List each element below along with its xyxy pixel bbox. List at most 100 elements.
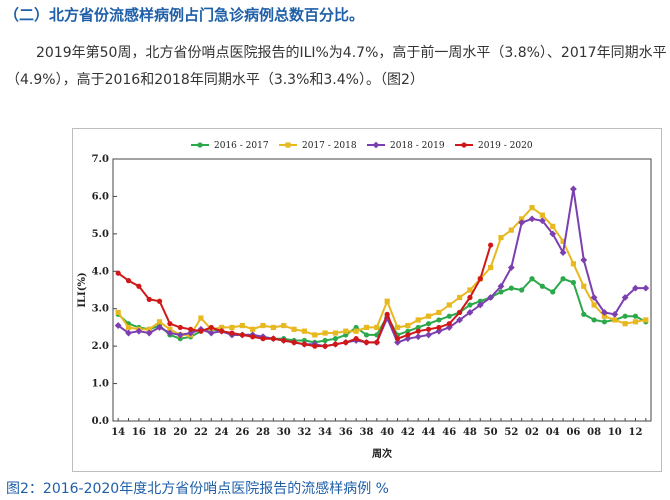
- data-point: [405, 322, 411, 329]
- data-point: [260, 336, 266, 342]
- data-point: [570, 279, 577, 286]
- data-point: [456, 316, 463, 324]
- data-point: [405, 332, 411, 338]
- data-point: [467, 302, 473, 308]
- x-tick-label: 14: [111, 427, 125, 438]
- data-point: [601, 313, 608, 319]
- data-point: [187, 326, 194, 332]
- data-point: [353, 328, 359, 334]
- data-point: [560, 276, 566, 282]
- data-point: [518, 219, 526, 227]
- data-point: [446, 321, 452, 327]
- data-point: [239, 332, 245, 338]
- data-point: [136, 283, 142, 289]
- data-point: [591, 317, 597, 323]
- data-point: [332, 341, 339, 347]
- x-tick-label: 08: [587, 427, 601, 438]
- data-point: [497, 282, 505, 290]
- x-tick-label: 46: [442, 427, 456, 438]
- y-tick-label: 7.0: [92, 154, 109, 165]
- summary-text: 2019年第50周，北方省份哨点医院报告的ILI%为4.7%，高于前一周水平（3…: [6, 45, 667, 88]
- data-point: [632, 284, 639, 292]
- data-point: [559, 249, 567, 256]
- series-line: [117, 277, 647, 344]
- x-tick-label: 38: [360, 427, 374, 438]
- data-point: [425, 331, 432, 339]
- data-point: [467, 287, 473, 293]
- data-point: [156, 298, 163, 304]
- data-point: [285, 142, 291, 148]
- data-point: [622, 321, 628, 327]
- data-point: [177, 324, 183, 331]
- x-tick-label: 26: [235, 427, 249, 438]
- data-point: [415, 324, 421, 331]
- data-point: [519, 287, 525, 293]
- y-tick-label: 0.0: [92, 416, 109, 427]
- legend-label: 2017 - 2018: [302, 141, 357, 151]
- x-tick-label: 06: [566, 427, 580, 438]
- data-point: [208, 324, 214, 331]
- y-axis-ticks: 0.0 1.0 2.0 3.0 4.0 5.0 6.0 7.0: [92, 154, 117, 427]
- data-point: [581, 311, 587, 317]
- legend-label: 2016 - 2017: [214, 141, 269, 151]
- x-tick-label: 32: [297, 427, 311, 438]
- x-tick-label: 36: [339, 427, 353, 438]
- chart-axes: [112, 158, 652, 422]
- data-point: [374, 339, 380, 345]
- data-point: [229, 330, 235, 336]
- data-point: [507, 264, 515, 271]
- data-point: [145, 329, 153, 337]
- data-point: [187, 329, 194, 337]
- legend-label: 2018 - 2019: [390, 141, 445, 151]
- data-point: [135, 327, 143, 335]
- series-2019-2020: [115, 242, 494, 349]
- data-point: [446, 313, 452, 319]
- x-tick-label: 34: [318, 427, 332, 438]
- data-point: [198, 328, 204, 334]
- x-tick-label: 28: [256, 427, 270, 438]
- series-2016-2017: [115, 276, 649, 345]
- data-point: [601, 319, 608, 325]
- data-point: [322, 337, 328, 344]
- data-point: [477, 276, 483, 282]
- data-point: [372, 141, 380, 149]
- data-point: [291, 339, 297, 345]
- x-tick-label: 20: [173, 427, 187, 438]
- data-point: [301, 337, 308, 344]
- x-tick-label: 40: [380, 427, 394, 438]
- data-point: [560, 238, 566, 244]
- data-point: [632, 313, 639, 319]
- data-point: [301, 328, 308, 334]
- x-tick-label: 52: [504, 427, 518, 438]
- data-point: [528, 215, 536, 223]
- x-tick-label: 48: [463, 427, 477, 438]
- data-point: [146, 296, 152, 302]
- ili-chart: 2016 - 2017 2017 - 2018 2018 - 2019 2019 - …: [72, 128, 662, 472]
- data-point: [570, 185, 577, 193]
- data-point: [343, 339, 349, 345]
- data-point: [415, 328, 421, 334]
- x-axis-ticks: 14 16 18 20 22 24 26 28 30 32 34 36 38 40 42 44 46 48 50 52…: [111, 418, 647, 438]
- data-point: [476, 301, 484, 309]
- data-point: [570, 261, 577, 267]
- data-point: [415, 317, 421, 323]
- x-tick-label: 10: [608, 427, 622, 438]
- x-tick-label: 24: [215, 427, 229, 438]
- data-point: [270, 336, 276, 342]
- data-point: [456, 294, 463, 301]
- x-tick-label: 30: [277, 427, 291, 438]
- data-point: [425, 326, 432, 332]
- data-point: [404, 335, 412, 343]
- data-point: [322, 330, 328, 336]
- x-tick-label: 22: [194, 427, 208, 438]
- data-point: [384, 298, 390, 304]
- x-axis-label: 周次: [372, 447, 392, 460]
- data-point: [519, 216, 525, 222]
- y-tick-label: 3.0: [92, 304, 109, 315]
- series-line: [117, 206, 646, 336]
- legend-label: 2019 - 2020: [478, 141, 533, 151]
- x-tick-label: 02: [525, 427, 539, 438]
- figure-caption: 图2：2016-2020年度北方省份哨点医院报告的流感样病例 %: [6, 481, 389, 497]
- summary-paragraph: 2019年第50周，北方省份哨点医院报告的ILI%为4.7%，高于前一周水平（3…: [6, 40, 668, 94]
- y-tick-label: 4.0: [92, 266, 109, 277]
